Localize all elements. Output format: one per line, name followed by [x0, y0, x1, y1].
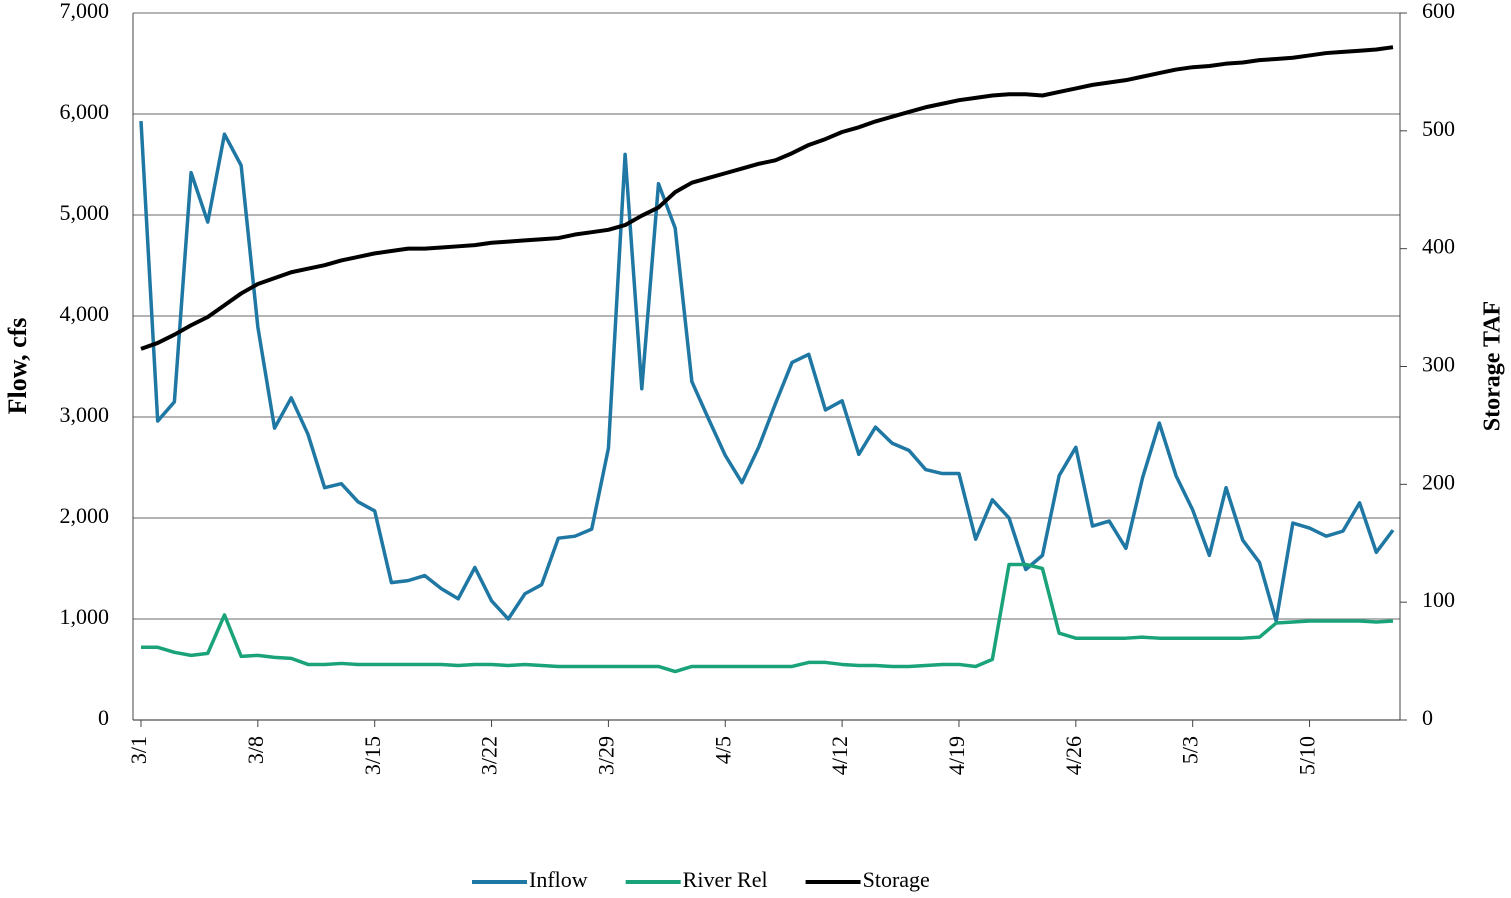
x-tick-label: 3/29 [593, 736, 618, 775]
x-tick-label: 4/12 [827, 736, 852, 775]
y-tick-label: 2,000 [60, 503, 110, 528]
series-line [139, 120, 1395, 623]
legend-label: River Rel [683, 867, 768, 892]
y-tick-label: 7,000 [60, 0, 110, 23]
y-tick-label: 1,000 [60, 604, 110, 629]
y2-tick-label: 300 [1422, 352, 1455, 377]
x-tick-label: 4/19 [944, 736, 969, 775]
x-tick-label: 3/22 [477, 736, 502, 775]
x-tick-label: 3/15 [360, 736, 385, 775]
y2-axis-label: Storage TAF [1480, 301, 1506, 431]
y-tick-label: 5,000 [60, 200, 110, 225]
y2-tick-label: 400 [1422, 234, 1455, 259]
x-tick-label: 3/8 [243, 736, 268, 764]
y-tick-label: 3,000 [60, 402, 110, 427]
y2-tick-label: 0 [1422, 705, 1433, 730]
y-tick-label: 0 [98, 705, 109, 730]
y2-tick-label: 200 [1422, 469, 1455, 494]
y-tick-label: 4,000 [60, 301, 110, 326]
y2-tick-label: 600 [1422, 0, 1455, 23]
y2-tick-label: 100 [1422, 587, 1455, 612]
x-tick-label: 5/3 [1178, 736, 1203, 764]
series-line [141, 562, 1394, 674]
x-tick-label: 5/10 [1295, 736, 1320, 775]
x-tick-label: 4/5 [710, 736, 735, 764]
y-tick-label: 6,000 [60, 99, 110, 124]
series-line [140, 45, 1394, 351]
legend-label: Storage [863, 867, 930, 892]
legend-label: Inflow [529, 867, 588, 892]
y-axis-label: Flow, cfs [3, 318, 32, 415]
x-tick-label: 3/1 [126, 736, 151, 764]
y2-tick-label: 500 [1422, 116, 1455, 141]
x-tick-label: 4/26 [1061, 736, 1086, 775]
